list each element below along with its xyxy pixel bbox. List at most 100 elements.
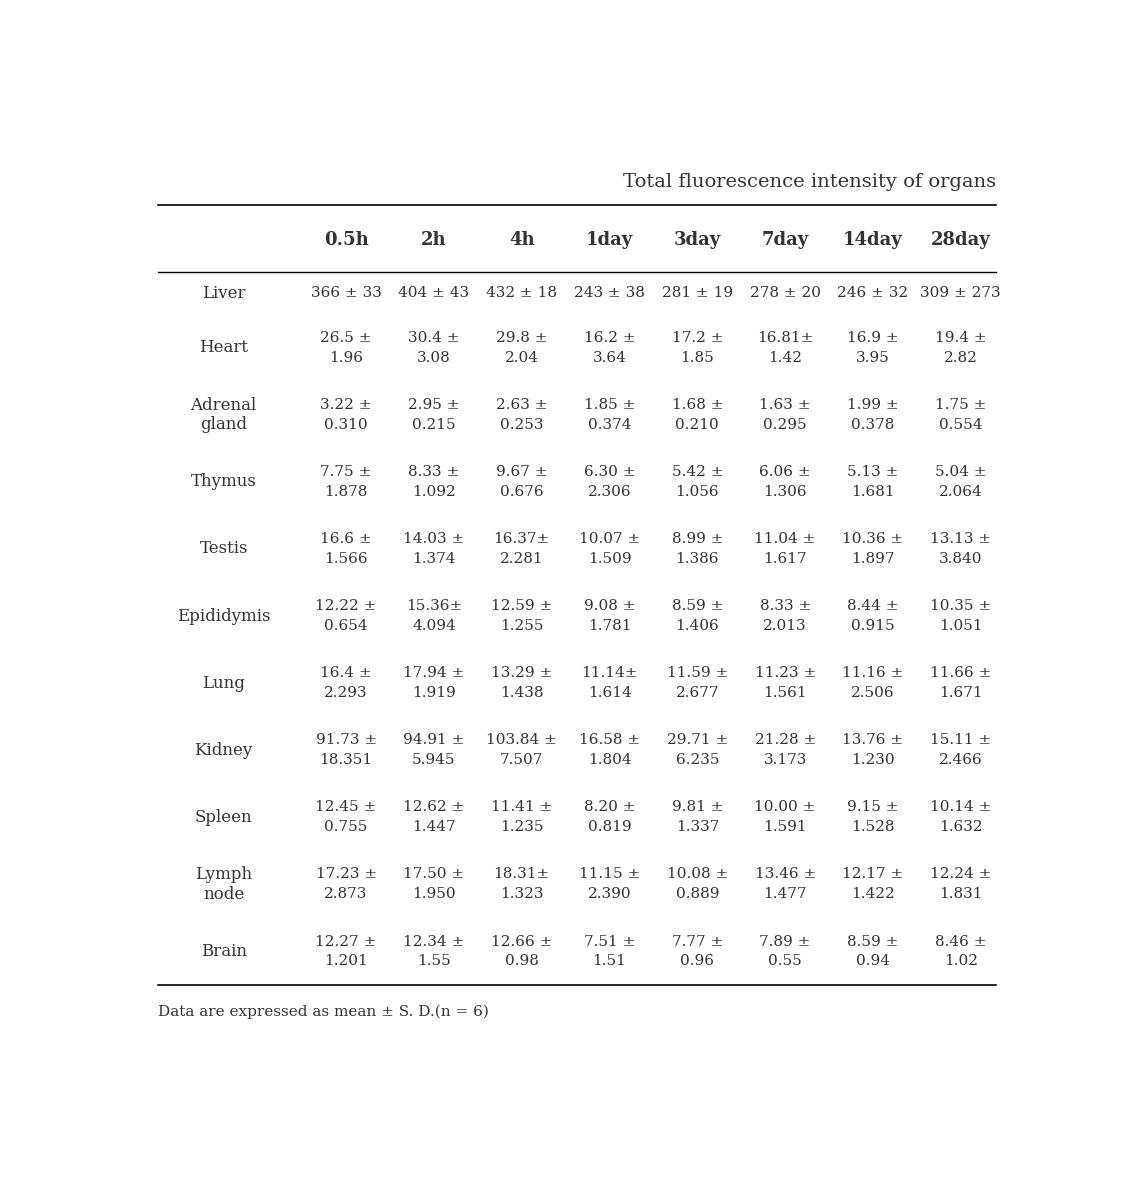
- Text: 1.63 ±
0.295: 1.63 ± 0.295: [759, 398, 811, 432]
- Text: 404 ± 43: 404 ± 43: [399, 287, 470, 301]
- Text: 12.59 ±
1.255: 12.59 ± 1.255: [491, 599, 553, 632]
- Text: 11.23 ±
1.561: 11.23 ± 1.561: [754, 667, 815, 700]
- Text: 13.46 ±
1.477: 13.46 ± 1.477: [754, 867, 815, 902]
- Text: 278 ± 20: 278 ± 20: [750, 287, 821, 301]
- Text: 13.29 ±
1.438: 13.29 ± 1.438: [491, 667, 553, 700]
- Text: 16.2 ±
3.64: 16.2 ± 3.64: [583, 332, 635, 365]
- Text: 10.00 ±
1.591: 10.00 ± 1.591: [754, 800, 816, 834]
- Text: 1.75 ±
0.554: 1.75 ± 0.554: [935, 398, 986, 432]
- Text: 7.77 ±
0.96: 7.77 ± 0.96: [672, 935, 723, 968]
- Text: 7.75 ±
1.878: 7.75 ± 1.878: [321, 465, 372, 499]
- Text: 10.14 ±
1.632: 10.14 ± 1.632: [930, 800, 992, 834]
- Text: 1day: 1day: [586, 231, 633, 249]
- Text: 4h: 4h: [509, 231, 535, 249]
- Text: 2.95 ±
0.215: 2.95 ± 0.215: [408, 398, 459, 432]
- Text: 17.50 ±
1.950: 17.50 ± 1.950: [403, 867, 464, 902]
- Text: Testis: Testis: [199, 540, 248, 557]
- Text: Total fluorescence intensity of organs: Total fluorescence intensity of organs: [623, 173, 997, 191]
- Text: 12.45 ±
0.755: 12.45 ± 0.755: [315, 800, 377, 834]
- Text: 15.36±
4.094: 15.36± 4.094: [405, 599, 462, 632]
- Text: 18.31±
1.323: 18.31± 1.323: [493, 867, 549, 902]
- Text: 12.34 ±
1.55: 12.34 ± 1.55: [403, 935, 465, 968]
- Text: 11.04 ±
1.617: 11.04 ± 1.617: [754, 532, 816, 565]
- Text: 11.15 ±
2.390: 11.15 ± 2.390: [579, 867, 641, 902]
- Text: 0.5h: 0.5h: [323, 231, 368, 249]
- Text: 12.62 ±
1.447: 12.62 ± 1.447: [403, 800, 465, 834]
- Text: 9.08 ±
1.781: 9.08 ± 1.781: [583, 599, 635, 632]
- Text: 246 ± 32: 246 ± 32: [838, 287, 909, 301]
- Text: 2.63 ±
0.253: 2.63 ± 0.253: [495, 398, 547, 432]
- Text: 5.13 ±
1.681: 5.13 ± 1.681: [847, 465, 899, 499]
- Text: 12.27 ±
1.201: 12.27 ± 1.201: [315, 935, 377, 968]
- Text: 7.89 ±
0.55: 7.89 ± 0.55: [759, 935, 811, 968]
- Text: 243 ± 38: 243 ± 38: [574, 287, 645, 301]
- Text: Thymus: Thymus: [190, 473, 257, 491]
- Text: 2h: 2h: [421, 231, 447, 249]
- Text: 281 ± 19: 281 ± 19: [662, 287, 733, 301]
- Text: 13.76 ±
1.230: 13.76 ± 1.230: [842, 734, 903, 767]
- Text: 15.11 ±
2.466: 15.11 ± 2.466: [930, 734, 991, 767]
- Text: 1.99 ±
0.378: 1.99 ± 0.378: [847, 398, 899, 432]
- Text: 21.28 ±
3.173: 21.28 ± 3.173: [754, 734, 815, 767]
- Text: 8.20 ±
0.819: 8.20 ± 0.819: [583, 800, 635, 834]
- Text: 7day: 7day: [761, 231, 808, 249]
- Text: Adrenal
gland: Adrenal gland: [190, 396, 257, 433]
- Text: 11.41 ±
1.235: 11.41 ± 1.235: [491, 800, 553, 834]
- Text: Brain: Brain: [200, 943, 247, 959]
- Text: 91.73 ±
18.351: 91.73 ± 18.351: [315, 734, 377, 767]
- Text: Lymph
node: Lymph node: [195, 866, 252, 903]
- Text: 309 ± 273: 309 ± 273: [920, 287, 1001, 301]
- Text: 1.68 ±
0.210: 1.68 ± 0.210: [671, 398, 723, 432]
- Text: 16.9 ±
3.95: 16.9 ± 3.95: [847, 332, 899, 365]
- Text: 30.4 ±
3.08: 30.4 ± 3.08: [408, 332, 459, 365]
- Text: 5.04 ±
2.064: 5.04 ± 2.064: [935, 465, 986, 499]
- Text: 13.13 ±
3.840: 13.13 ± 3.840: [930, 532, 991, 565]
- Text: 16.81±
1.42: 16.81± 1.42: [757, 332, 813, 365]
- Text: 16.58 ±
1.804: 16.58 ± 1.804: [579, 734, 640, 767]
- Text: 12.24 ±
1.831: 12.24 ± 1.831: [930, 867, 992, 902]
- Text: 12.22 ±
0.654: 12.22 ± 0.654: [315, 599, 377, 632]
- Text: 8.44 ±
0.915: 8.44 ± 0.915: [847, 599, 899, 632]
- Text: Lung: Lung: [203, 675, 245, 691]
- Text: 29.71 ±
6.235: 29.71 ± 6.235: [667, 734, 729, 767]
- Text: Liver: Liver: [202, 284, 245, 302]
- Text: Heart: Heart: [199, 340, 248, 356]
- Text: 9.67 ±
0.676: 9.67 ± 0.676: [495, 465, 547, 499]
- Text: 14day: 14day: [843, 231, 903, 249]
- Text: 1.85 ±
0.374: 1.85 ± 0.374: [584, 398, 635, 432]
- Text: 10.07 ±
1.509: 10.07 ± 1.509: [579, 532, 641, 565]
- Text: 14.03 ±
1.374: 14.03 ± 1.374: [403, 532, 465, 565]
- Text: 16.6 ±
1.566: 16.6 ± 1.566: [320, 532, 372, 565]
- Text: 16.4 ±
2.293: 16.4 ± 2.293: [320, 667, 372, 700]
- Text: 7.51 ±
1.51: 7.51 ± 1.51: [584, 935, 635, 968]
- Text: 103.84 ±
7.507: 103.84 ± 7.507: [486, 734, 557, 767]
- Text: 11.59 ±
2.677: 11.59 ± 2.677: [667, 667, 729, 700]
- Text: Epididymis: Epididymis: [177, 608, 270, 624]
- Text: 12.17 ±
1.422: 12.17 ± 1.422: [842, 867, 903, 902]
- Text: 8.46 ±
1.02: 8.46 ± 1.02: [935, 935, 986, 968]
- Text: 6.06 ±
1.306: 6.06 ± 1.306: [759, 465, 811, 499]
- Text: 3.22 ±
0.310: 3.22 ± 0.310: [320, 398, 372, 432]
- Text: 10.08 ±
0.889: 10.08 ± 0.889: [667, 867, 729, 902]
- Text: 16.37±
2.281: 16.37± 2.281: [493, 532, 549, 565]
- Text: 8.33 ±
2.013: 8.33 ± 2.013: [760, 599, 811, 632]
- Text: 8.59 ±
1.406: 8.59 ± 1.406: [671, 599, 723, 632]
- Text: 17.94 ±
1.919: 17.94 ± 1.919: [403, 667, 465, 700]
- Text: 8.33 ±
1.092: 8.33 ± 1.092: [409, 465, 459, 499]
- Text: Data are expressed as mean ± S. D.(n = 6): Data are expressed as mean ± S. D.(n = 6…: [158, 1005, 489, 1020]
- Text: Spleen: Spleen: [195, 808, 252, 826]
- Text: 366 ± 33: 366 ± 33: [311, 287, 382, 301]
- Text: 10.35 ±
1.051: 10.35 ± 1.051: [930, 599, 991, 632]
- Text: 3day: 3day: [673, 231, 721, 249]
- Text: 19.4 ±
2.82: 19.4 ± 2.82: [935, 332, 986, 365]
- Text: 11.14±
1.614: 11.14± 1.614: [581, 667, 637, 700]
- Text: 26.5 ±
1.96: 26.5 ± 1.96: [320, 332, 372, 365]
- Text: 10.36 ±
1.897: 10.36 ± 1.897: [842, 532, 903, 565]
- Text: 432 ± 18: 432 ± 18: [486, 287, 557, 301]
- Text: 8.99 ±
1.386: 8.99 ± 1.386: [671, 532, 723, 565]
- Text: 11.66 ±
1.671: 11.66 ± 1.671: [930, 667, 992, 700]
- Text: 28day: 28day: [931, 231, 991, 249]
- Text: 9.15 ±
1.528: 9.15 ± 1.528: [847, 800, 899, 834]
- Text: 8.59 ±
0.94: 8.59 ± 0.94: [847, 935, 899, 968]
- Text: 17.23 ±
2.873: 17.23 ± 2.873: [315, 867, 377, 902]
